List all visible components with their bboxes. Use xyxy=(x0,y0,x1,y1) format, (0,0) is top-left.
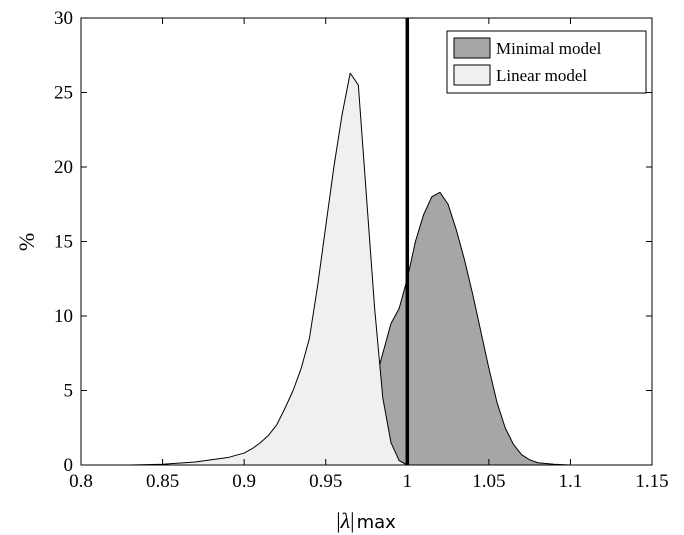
y-tick-label: 5 xyxy=(64,381,74,402)
y-tick-label: 10 xyxy=(54,306,73,327)
legend-label-linear-model: Linear model xyxy=(496,66,587,85)
x-tick-label: 0.9 xyxy=(232,471,256,492)
series-layer xyxy=(129,72,571,466)
x-axis-title-abs-close: | xyxy=(350,508,354,533)
legend-label-minimal-model: Minimal model xyxy=(496,39,602,58)
legend: Minimal model Linear model xyxy=(446,30,647,94)
y-tick-label: 0 xyxy=(64,455,74,476)
x-tick-label: 0.85 xyxy=(146,471,179,492)
x-tick-label: 0.8 xyxy=(69,471,93,492)
y-tick-label: 20 xyxy=(54,157,73,178)
x-tick-label: 1.15 xyxy=(635,471,668,492)
series-area-linear-model xyxy=(129,72,408,466)
y-tick-label: 30 xyxy=(54,8,73,29)
x-axis-title-subscript: max xyxy=(357,512,397,533)
y-axis-title: % xyxy=(14,233,39,251)
y-tick-label: 25 xyxy=(54,83,73,104)
x-tick-label: 0.95 xyxy=(309,471,342,492)
tick-layer: 0.8 0.85 0.9 0.95 1 1.05 1.1 1.15 0 5 10 15 20 25 30 xyxy=(54,8,669,492)
x-axis-title: |λ| max xyxy=(336,508,396,533)
x-axis-title-abs-open: | xyxy=(336,508,340,533)
x-tick-label: 1.1 xyxy=(559,471,583,492)
x-tick-label: 1.05 xyxy=(472,471,505,492)
x-tick-label: 1 xyxy=(403,471,413,492)
legend-swatch-linear-model xyxy=(453,64,491,86)
y-tick-label: 15 xyxy=(54,232,73,253)
series-area-minimal-model xyxy=(366,191,571,466)
x-axis-title-symbol: λ xyxy=(340,508,351,533)
legend-swatch-minimal-model xyxy=(453,37,491,59)
